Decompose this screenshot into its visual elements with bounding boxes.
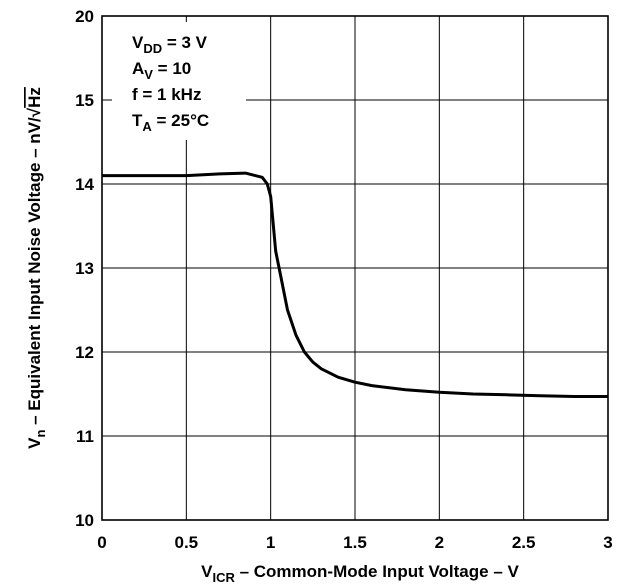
- annotation-line: AV = 10: [132, 59, 191, 82]
- y-tick-label: 11: [76, 427, 94, 446]
- y-axis-label-group: Vn – Equivalent Input Noise Voltage – nV…: [25, 87, 48, 449]
- y-axis-label-sub: n: [33, 430, 48, 438]
- annotation-line: TA = 25°C: [132, 111, 209, 134]
- annotation-main: A: [132, 59, 144, 78]
- annotation-rest: = 25°C: [152, 111, 209, 130]
- x-tick-label: 2.5: [512, 533, 536, 552]
- y-tick-label: 12: [75, 343, 94, 362]
- annotation-rest: = 10: [153, 59, 191, 78]
- x-tick-label: 1.5: [343, 533, 367, 552]
- y-axis-label: Vn – Equivalent Input Noise Voltage – nV…: [25, 87, 48, 449]
- y-tick-label: 10: [75, 511, 94, 530]
- annotation-line: f = 1 kHz: [132, 85, 201, 104]
- y-tick-label: 20: [75, 7, 94, 26]
- annotation-sub: A: [142, 119, 152, 134]
- x-tick-label: 1: [266, 533, 275, 552]
- y-axis-label-rest: – Equivalent Input Noise Voltage – nV/: [25, 117, 44, 430]
- annotation-main: V: [132, 33, 144, 52]
- y-tick-label: 15: [75, 91, 94, 110]
- x-tick-label: 0: [97, 533, 106, 552]
- x-tick-label: 2: [435, 533, 444, 552]
- x-axis-label: VICR – Common-Mode Input Voltage – V: [201, 562, 519, 585]
- x-tick-label: 0.5: [175, 533, 199, 552]
- x-axis-label-sub: ICR: [212, 570, 235, 585]
- annotation-line: VDD = 3 V: [132, 33, 208, 56]
- annotation-main: f = 1 kHz: [132, 85, 201, 104]
- annotation-sub: V: [144, 67, 153, 82]
- y-tick-labels: 10 11 12 13 14 15 20: [75, 7, 94, 530]
- x-tick-label: 3: [603, 533, 612, 552]
- annotation-rest: = 3 V: [162, 33, 208, 52]
- sqrt-icon: √: [25, 107, 44, 117]
- x-axis-label-main: V: [201, 562, 213, 581]
- y-tick-label: 13: [75, 259, 94, 278]
- series-line: [102, 171, 608, 398]
- grid: [102, 16, 608, 520]
- annotation-box: [112, 22, 246, 140]
- x-tick-labels: 0 0.5 1 1.5 2 2.5 3: [97, 533, 612, 552]
- y-tick-label: 14: [75, 175, 94, 194]
- annotation-sub: DD: [143, 41, 162, 56]
- annotation-main: T: [132, 111, 143, 130]
- y-axis-label-main: V: [25, 437, 44, 449]
- y-axis-label-sqrt: Hz: [25, 87, 44, 108]
- x-axis-label-rest: – Common-Mode Input Voltage – V: [235, 562, 520, 581]
